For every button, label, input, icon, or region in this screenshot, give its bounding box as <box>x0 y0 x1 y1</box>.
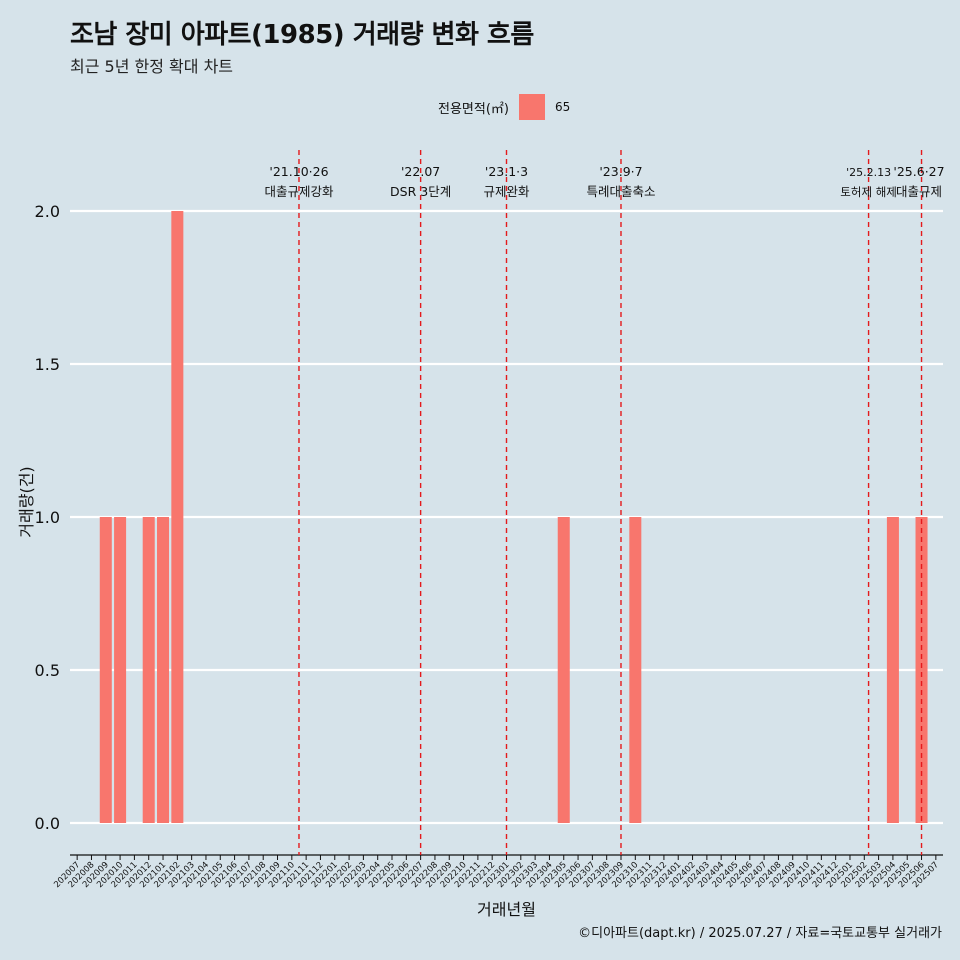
event-date: '25.6·27 <box>893 164 944 179</box>
y-tick-label: 0.0 <box>35 814 60 833</box>
event-date: '25.2.13 <box>846 166 891 179</box>
event-label: 규제완화 <box>483 184 530 199</box>
y-tick-label: 2.0 <box>35 202 60 221</box>
x-axis-title: 거래년월 <box>477 900 536 919</box>
event-label: 특례대출축소 <box>586 184 655 199</box>
event-label: 대출규제강화 <box>264 184 334 199</box>
legend-title: 전용면적(㎡) <box>438 101 509 117</box>
event-date: '22.07 <box>401 164 440 179</box>
legend-swatch <box>518 94 545 120</box>
event-date: '23.1·3 <box>485 164 528 179</box>
legend: 전용면적(㎡) 65 <box>438 94 570 120</box>
bar <box>886 517 899 823</box>
y-axis-title: 거래량(건) <box>17 466 36 537</box>
chart-title: 조남 장미 아파트(1985) 거래량 변화 흐름 <box>70 20 534 50</box>
chart-subtitle: 최근 5년 한정 확대 차트 <box>70 57 234 76</box>
event-date: '21.10·26 <box>269 164 328 179</box>
bar <box>157 517 170 823</box>
y-tick-label: 1.0 <box>35 508 60 527</box>
event-date: '23.9·7 <box>599 164 642 179</box>
source-caption: ©디아파트(dapt.kr) / 2025.07.27 / 자료=국토교통부 실… <box>578 926 942 941</box>
bar <box>915 517 928 823</box>
bar <box>629 517 642 823</box>
y-tick-label: 1.5 <box>35 355 60 374</box>
y-tick-label: 0.5 <box>35 661 60 680</box>
bar <box>114 517 127 823</box>
event-label: DSR 3단계 <box>390 184 451 199</box>
bar <box>99 517 112 823</box>
event-label: 토허제 해제 <box>840 185 897 199</box>
event-label: 대출규제 <box>896 184 942 199</box>
bar <box>142 517 155 823</box>
legend-item-label: 65 <box>554 100 571 114</box>
bar <box>171 211 184 823</box>
bar <box>557 517 570 823</box>
